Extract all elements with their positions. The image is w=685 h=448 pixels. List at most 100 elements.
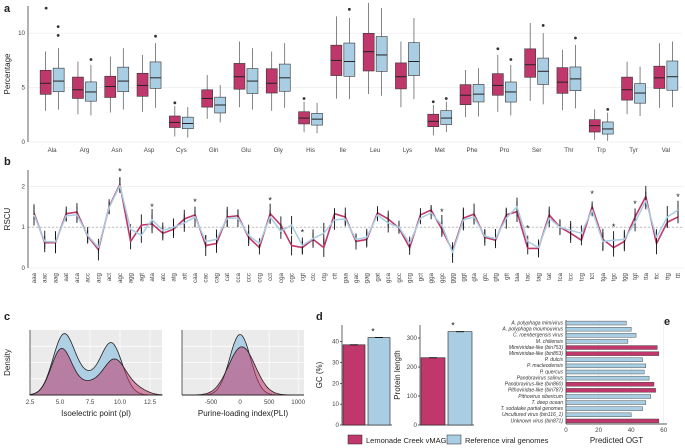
b-xtick-label: gca (385, 272, 392, 283)
e-bar-vmag (565, 418, 660, 424)
legend-swatch-vmag (347, 434, 363, 445)
c2-xtick-label: 1000 (291, 399, 305, 406)
b-xtick-label: tat (546, 273, 553, 280)
b-xtick-label: cac (203, 273, 210, 283)
b-xtick-label: tca (557, 272, 564, 281)
e-category-label: C. roenbergensis virus (513, 333, 564, 339)
panel-c-isoelectric: 2.5 5.0 7.5 10.0 12.5 Isoelectric point (pI) D… (3, 330, 163, 418)
panel-d-protein-length: 0 100 200 300 Protein length * (393, 321, 474, 429)
b-xtick-label: gga (428, 272, 435, 283)
b-xtick-label: agt (138, 273, 145, 282)
a-box-vmag (459, 84, 472, 105)
e-category-label: Unknown virus (bin871) (510, 418, 563, 424)
a-outlier (509, 58, 513, 61)
a-xtick-label: Ser (532, 147, 542, 154)
b-significance-star: * (150, 202, 154, 212)
b-xtick-label: gct (417, 273, 424, 282)
e-category-label: Pandoravirus-like (bin860) (505, 382, 564, 388)
a-xtick-label: Pro (500, 147, 510, 154)
b-xtick-label: ctg (321, 272, 328, 281)
legend: Lemonade Creek vMAGs Reference viral gen… (347, 434, 549, 445)
e-bar-vmag (565, 382, 655, 387)
e-bar-ref (565, 400, 647, 405)
b-xtick-label: aat (63, 273, 70, 282)
b-xtick-label: acc (85, 273, 92, 283)
a-xtick-label: Cys (176, 147, 187, 154)
b-xtick-label: tac (525, 273, 532, 281)
b-xtick-label: ccc (246, 273, 253, 282)
b-xtick-label: ggg (450, 272, 457, 283)
d1-ytick-label: 20 (332, 380, 339, 387)
b-xtick-label: ggt (460, 273, 467, 282)
c2-xtick-label: -500 (205, 399, 218, 406)
b-significance-star: * (193, 197, 197, 207)
b-significance-star: * (301, 228, 305, 238)
b-xtick-label: aac (42, 273, 49, 283)
b-xtick-label: aca (74, 272, 81, 283)
a-xtick-label: Val (662, 147, 670, 154)
b-line-ref (33, 184, 679, 254)
a-outlier (302, 97, 306, 100)
b-xtick-label: ggc (439, 273, 446, 283)
a-box-ref (472, 84, 485, 103)
b-xtick-label: tta (643, 272, 650, 279)
c2-density-vmag (182, 346, 304, 396)
e-bar-ref (565, 369, 645, 375)
e-bar-vmag (565, 388, 656, 393)
panel-letter-b: b (4, 156, 11, 168)
a-xtick-label: Tyr (629, 147, 638, 154)
b-xtick-label: acg (95, 272, 102, 283)
b-xtick-label: gaa (342, 272, 349, 283)
a-xtick-label: Phe (467, 147, 479, 154)
a-xtick-label: Asp (144, 147, 155, 154)
c2-xtick-label: 500 (264, 399, 275, 406)
a-outlier (574, 36, 577, 40)
a-box-vmag (621, 76, 633, 101)
d1-ytick-label: 0 (336, 422, 340, 429)
a-xtick-label: Thr (564, 147, 573, 154)
e-bar-ref (565, 394, 651, 399)
b-ylabel: RSCU (3, 207, 12, 230)
panel-d-gc: 0 10 20 30 40 GC (%) * (315, 325, 392, 429)
e-category-label: T. deep ocean (531, 400, 563, 406)
e-bar-ref (565, 339, 629, 344)
b-xtick-label: cgt (299, 273, 306, 282)
a-box-vmag (427, 113, 440, 127)
d1-bar-vmag (342, 344, 366, 426)
b-ytick-label: 0 (22, 265, 26, 272)
b-xtick-label: tag (535, 272, 542, 281)
legend-label-ref: Reference viral genomes (465, 436, 549, 445)
a-box-vmag (72, 76, 84, 99)
b-xtick-label: ctt (332, 273, 339, 280)
c1-xtick-label: 7.5 (86, 399, 95, 406)
b-xtick-label: act (106, 273, 113, 282)
b-xtick-label: gcc (396, 273, 403, 283)
a-outlier (173, 101, 177, 105)
a-box-vmag (395, 62, 407, 90)
d2-ytick-label: 100 (407, 393, 418, 400)
panel-letter-d: d (316, 311, 323, 323)
b-significance-star: * (676, 192, 680, 202)
e-category-label: T. sodalake partial genomes (501, 406, 564, 412)
b-significance-star: * (440, 207, 444, 217)
a-box-vmag (39, 70, 52, 95)
d1-bar-ref (367, 337, 391, 426)
e-bar-ref (565, 412, 632, 417)
panel-a-boxplot: 0 5 10 Percentage Ala Arg Asn Asp Cys Gln Glu Gly Hi… (3, 2, 682, 154)
b-xtick-label: aag (52, 272, 59, 283)
a-xtick-label: Arg (80, 147, 90, 154)
e-bar-vmag (565, 345, 658, 350)
legend-label-vmag: Lemonade Creek vMAGs (366, 436, 450, 445)
a-outlier (154, 34, 157, 38)
c1-xtick-label: 10.0 (114, 399, 127, 406)
b-significance-star: * (118, 166, 122, 176)
e-bar-ref (565, 357, 643, 362)
a-box-vmag (524, 48, 536, 78)
e-category-label: A. polyphaga mimivirus (510, 320, 563, 326)
b-xtick-label: tgc (611, 273, 618, 281)
b-xtick-label: cca (235, 272, 242, 282)
a-box-ref (666, 60, 679, 91)
b-xtick-label: ttg (664, 272, 671, 279)
d1-ytick-label: 10 (332, 401, 339, 408)
